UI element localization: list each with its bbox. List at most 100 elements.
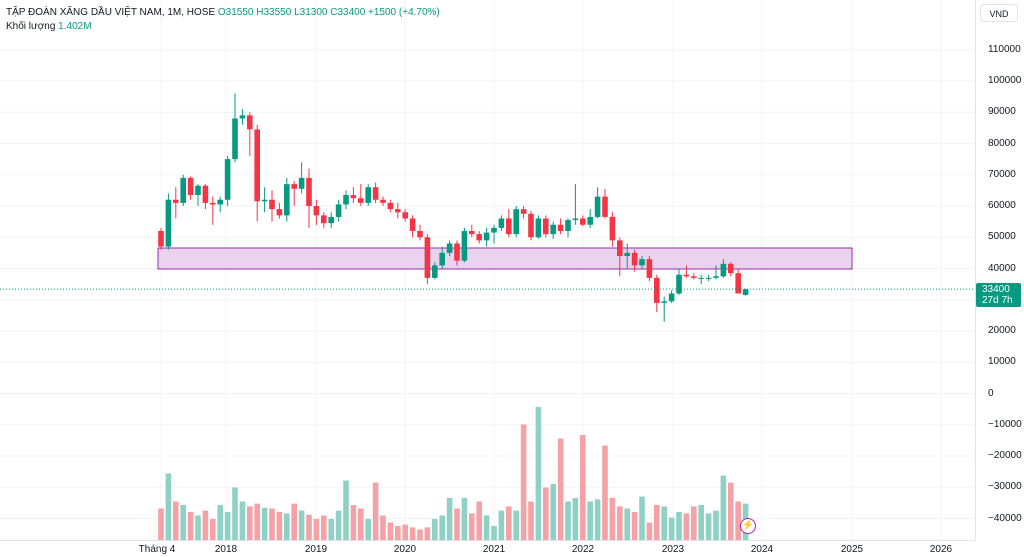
candle-body bbox=[343, 195, 349, 205]
price-tick-label: −20000 bbox=[988, 450, 1022, 461]
candle-body bbox=[446, 243, 453, 253]
volume-bar bbox=[661, 506, 667, 540]
volume-bar bbox=[173, 501, 179, 540]
volume-bar bbox=[461, 498, 468, 540]
candle-body bbox=[217, 199, 223, 205]
chart-area[interactable] bbox=[0, 0, 975, 540]
volume-bar bbox=[439, 515, 445, 540]
volume-bar bbox=[409, 527, 416, 540]
volume-bar bbox=[565, 501, 571, 540]
time-tick-label: 2018 bbox=[214, 544, 238, 555]
candle-body bbox=[528, 213, 534, 238]
volume-bar bbox=[654, 505, 660, 540]
candle-body bbox=[631, 252, 638, 266]
volume-bar bbox=[602, 445, 608, 540]
price-tick-label: 90000 bbox=[988, 106, 1016, 118]
candle-body bbox=[409, 218, 416, 231]
volume-bar bbox=[609, 498, 616, 540]
candle-body bbox=[639, 259, 645, 266]
time-tick-label: Tháng 4 bbox=[138, 544, 176, 555]
candle-body bbox=[195, 185, 201, 196]
candle-body bbox=[454, 243, 460, 261]
price-tick-label: 0 bbox=[988, 387, 994, 399]
candle-body bbox=[417, 231, 423, 238]
volume-bar bbox=[195, 515, 201, 540]
candle-body bbox=[476, 234, 482, 241]
candle-body bbox=[646, 259, 653, 278]
volume-bar bbox=[691, 506, 697, 540]
last-price-value: 33400 bbox=[982, 284, 1010, 295]
candle-body bbox=[180, 177, 186, 203]
volume-bar bbox=[261, 507, 268, 540]
time-tick-label: 2026 bbox=[929, 544, 953, 555]
time-axis[interactable]: Tháng 4 2018 2019 2020 2021 2022 2023 2024 2025 2… bbox=[0, 540, 975, 557]
volume-bar bbox=[395, 526, 401, 540]
candle-body bbox=[602, 196, 608, 217]
volume-bar bbox=[587, 501, 593, 540]
volume-bar bbox=[498, 510, 505, 540]
volume-bar bbox=[432, 519, 438, 540]
candle-body bbox=[535, 218, 542, 238]
price-tick-label: 80000 bbox=[988, 137, 1016, 149]
currency-button[interactable]: VND bbox=[980, 4, 1018, 22]
candle-body bbox=[587, 216, 593, 225]
candle-body bbox=[254, 129, 260, 202]
volume-bar bbox=[469, 513, 475, 540]
candle-body bbox=[491, 227, 497, 233]
volume-bar bbox=[483, 515, 490, 540]
volume-bar bbox=[335, 510, 342, 540]
volume-bar bbox=[535, 407, 542, 540]
candle-body bbox=[276, 209, 283, 216]
volume-bar bbox=[358, 508, 364, 540]
price-tick-label: 110000 bbox=[988, 43, 1021, 55]
volume-bar bbox=[550, 484, 556, 540]
candle-body bbox=[557, 224, 564, 231]
candle-body bbox=[683, 274, 690, 277]
candle-body bbox=[187, 177, 194, 196]
candle-body bbox=[395, 209, 401, 213]
candle-body bbox=[461, 231, 468, 261]
candle-body bbox=[291, 184, 297, 189]
candle-body bbox=[358, 198, 364, 203]
candle-body bbox=[439, 252, 445, 266]
volume-bar bbox=[180, 505, 186, 540]
candle-body bbox=[520, 209, 527, 214]
candlestick-chart[interactable] bbox=[0, 0, 975, 540]
volume-bar bbox=[543, 487, 549, 540]
volume-bar bbox=[380, 515, 386, 540]
candle-body bbox=[380, 199, 386, 203]
volume-bar bbox=[668, 517, 675, 540]
candle-body bbox=[705, 277, 712, 279]
candle-body bbox=[335, 204, 342, 217]
volume-bar bbox=[446, 498, 453, 540]
price-tick-label: 70000 bbox=[988, 168, 1016, 180]
candle-body bbox=[232, 118, 238, 160]
volume-bar bbox=[424, 527, 431, 540]
volume-bar bbox=[698, 505, 704, 540]
candle-body bbox=[210, 202, 216, 205]
price-tick-label: 20000 bbox=[988, 325, 1016, 336]
candle-body bbox=[483, 232, 490, 241]
candle-body bbox=[387, 202, 394, 210]
volume-bar bbox=[735, 501, 741, 540]
volume-bar bbox=[580, 435, 586, 540]
candle-body bbox=[742, 289, 749, 295]
volume-bar bbox=[705, 513, 712, 540]
price-axis[interactable]: 110000 100000 90000 80000 70000 60000 50000 400… bbox=[975, 0, 1024, 540]
candle-body bbox=[372, 187, 379, 200]
volume-bar bbox=[210, 519, 216, 540]
candle-body bbox=[402, 212, 408, 219]
volume-bar bbox=[298, 510, 305, 540]
volume-bar bbox=[239, 501, 246, 540]
price-zone-rectangle bbox=[157, 247, 853, 270]
candle-body bbox=[550, 224, 556, 235]
candle-body bbox=[580, 218, 586, 225]
time-tick-label: 2025 bbox=[840, 544, 864, 555]
ohlc-values: O31550 H33550 L31300 C33400 +1500 (+4.70… bbox=[217, 7, 440, 18]
volume-bar bbox=[713, 510, 719, 540]
legend: TẬP ĐOÀN XĂNG DẦU VIỆT NAM, 1M, HOSE O31… bbox=[6, 6, 440, 34]
last-price-tag: 33400 27d 7h bbox=[976, 283, 1021, 307]
lightning-icon[interactable]: ⚡ bbox=[740, 518, 756, 534]
volume-bar bbox=[217, 505, 223, 540]
candle-body bbox=[668, 293, 675, 302]
